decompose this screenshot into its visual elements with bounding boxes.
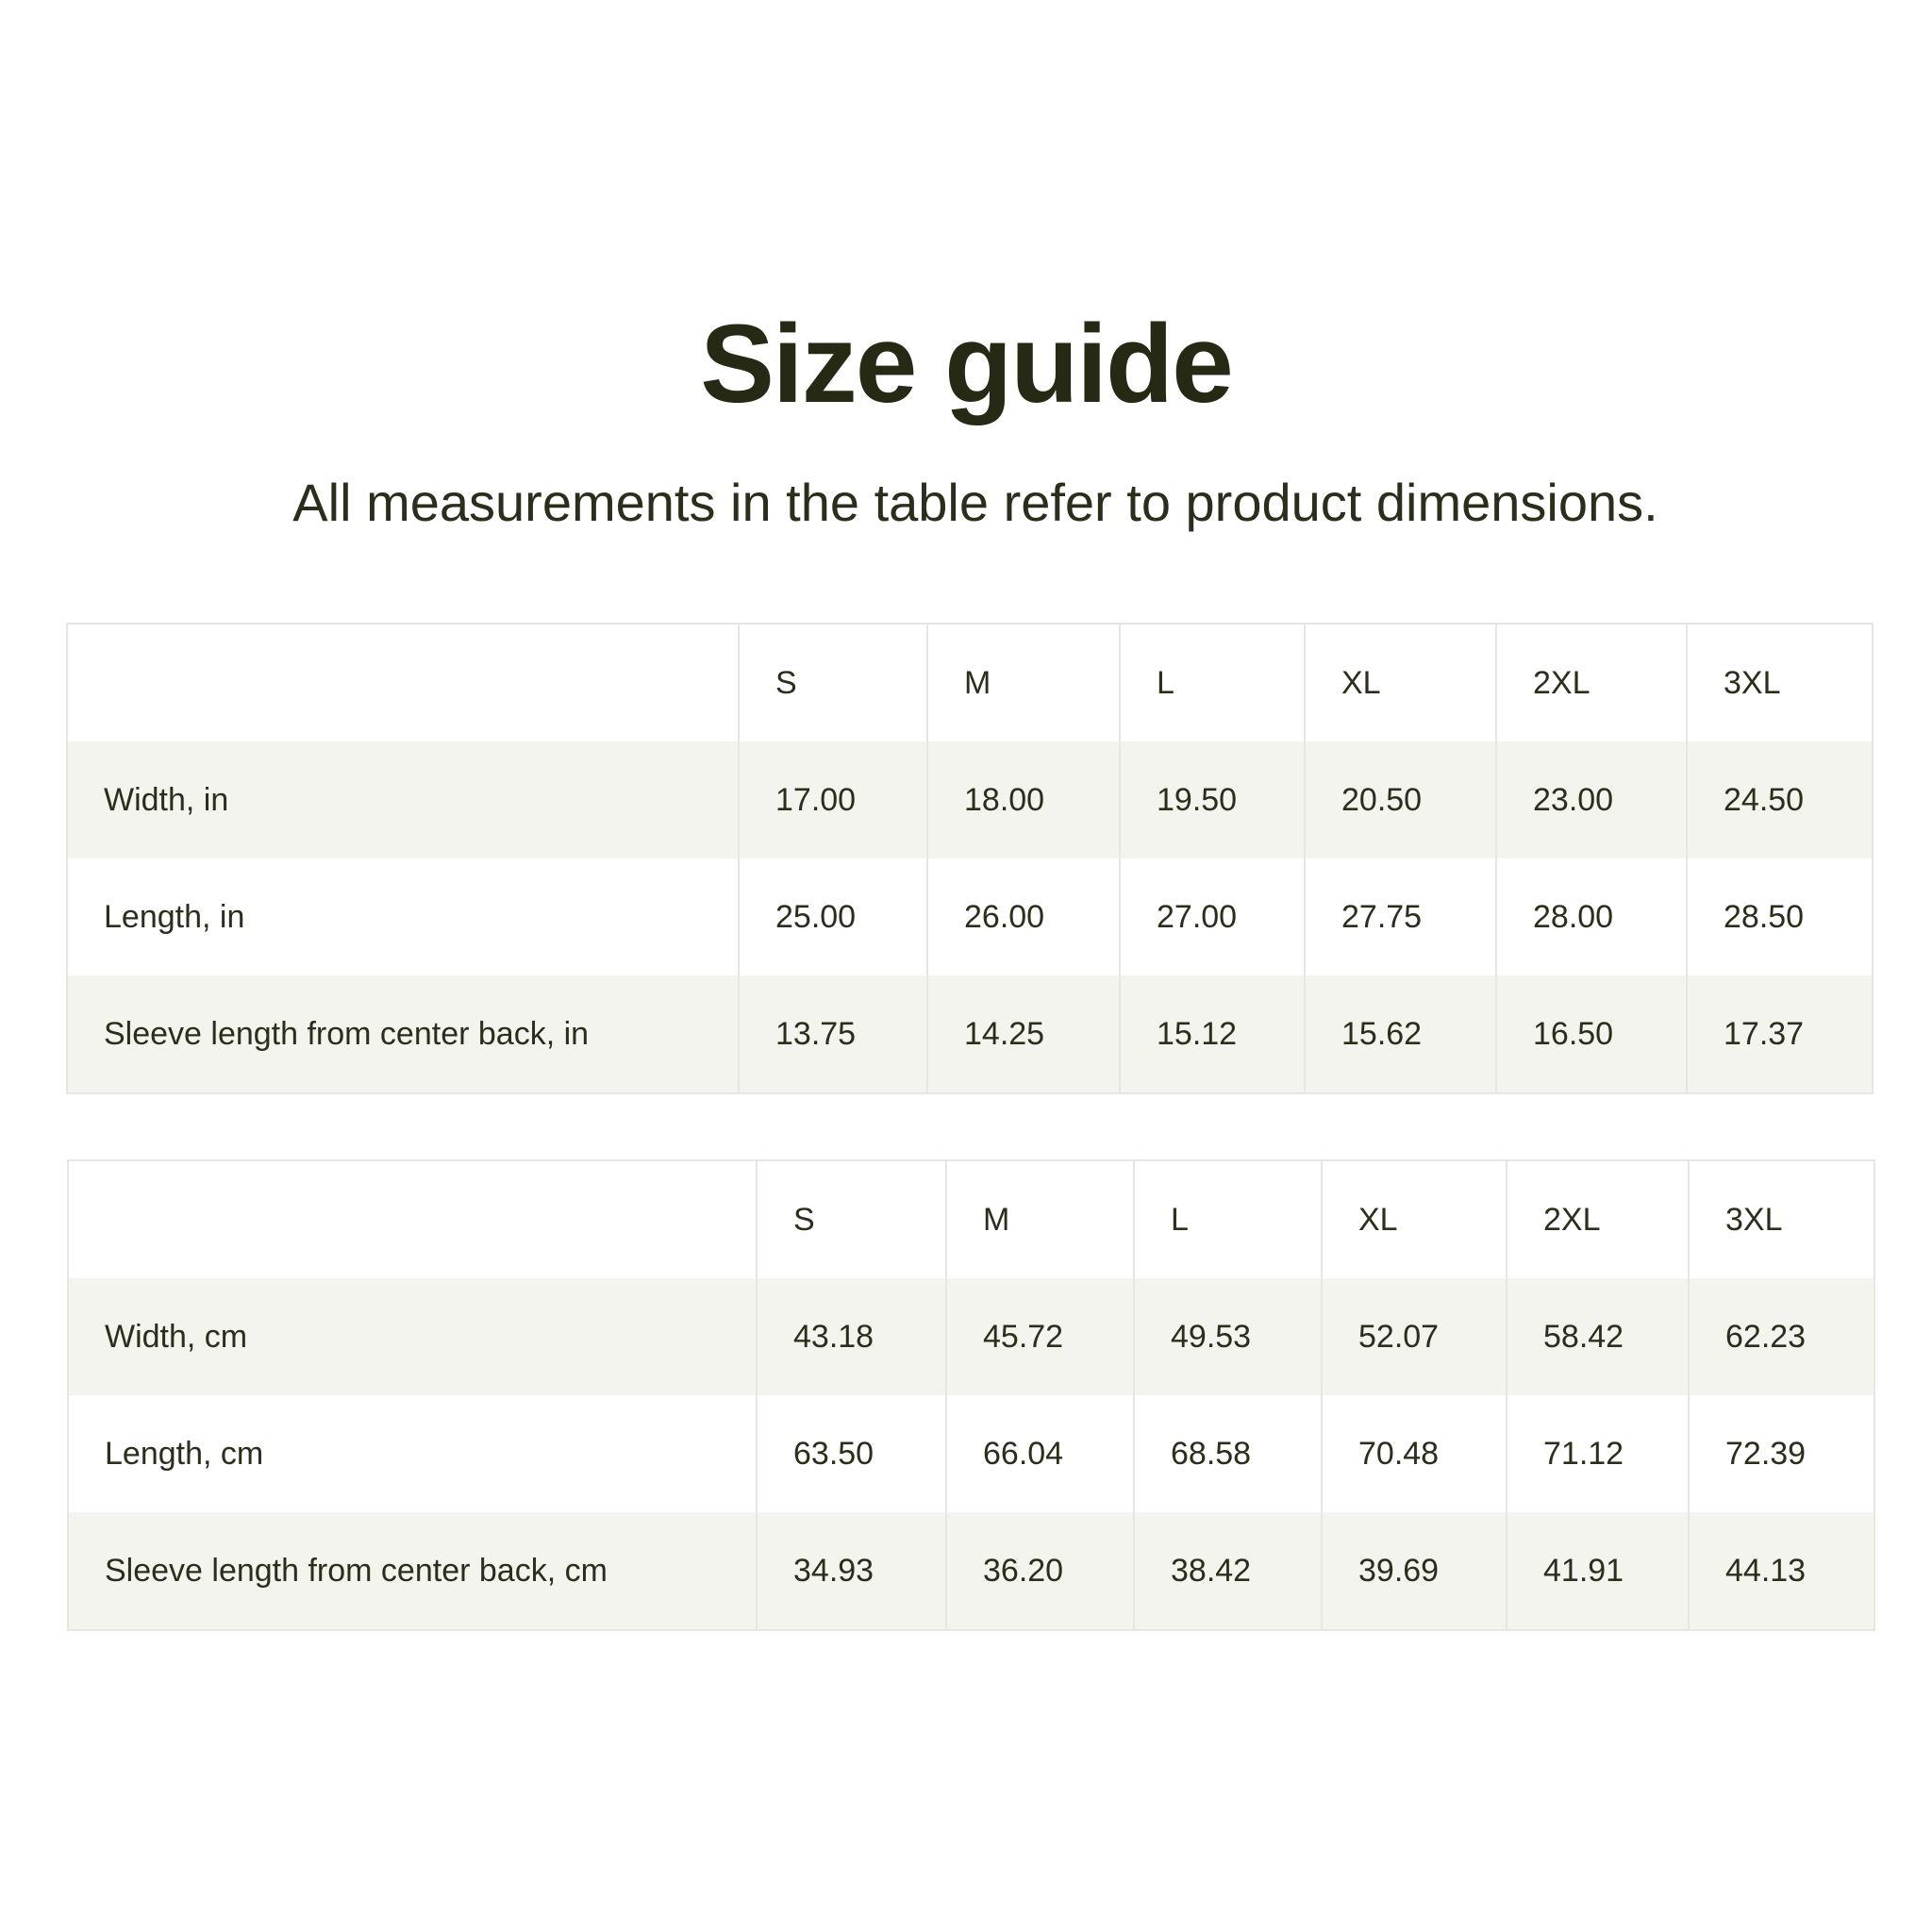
table-cell: 28.50 (1686, 858, 1873, 975)
table-cell: 26.00 (926, 858, 1120, 975)
table-cell: 49.53 (1133, 1278, 1322, 1395)
table-cell: 17.37 (1686, 975, 1873, 1093)
table-cell: 38.42 (1133, 1512, 1322, 1630)
header-cell: XL (1321, 1160, 1507, 1278)
row-label: Sleeve length from center back, in (67, 975, 739, 1093)
table-row: Length, in 25.00 26.00 27.00 27.75 28.00… (67, 858, 1873, 975)
table-cell: 18.00 (926, 741, 1120, 858)
size-table-inches: S M L XL 2XL 3XL Width, in 17.00 18.00 1… (66, 623, 1874, 1094)
table-cell: 23.00 (1495, 741, 1687, 858)
table-cell: 43.18 (756, 1278, 946, 1395)
table-row: Length, cm 63.50 66.04 68.58 70.48 71.12… (68, 1395, 1874, 1512)
header-cell: 3XL (1686, 624, 1873, 741)
table-cell: 71.12 (1506, 1395, 1689, 1512)
table-cell: 13.75 (738, 975, 927, 1093)
header-cell: M (945, 1160, 1134, 1278)
table-cell: 70.48 (1321, 1395, 1507, 1512)
header-cell: S (756, 1160, 946, 1278)
size-table-centimeters: S M L XL 2XL 3XL Width, cm 43.18 45.72 4… (67, 1159, 1875, 1631)
row-label: Width, cm (68, 1278, 757, 1395)
row-label: Sleeve length from center back, cm (68, 1512, 757, 1630)
table-row: Width, in 17.00 18.00 19.50 20.50 23.00 … (67, 741, 1873, 858)
row-label: Width, in (67, 741, 739, 858)
header-cell: M (926, 624, 1120, 741)
table-header-row: S M L XL 2XL 3XL (68, 1160, 1874, 1278)
table-header-row: S M L XL 2XL 3XL (67, 624, 1873, 741)
header-cell (68, 1160, 757, 1278)
header-cell: L (1133, 1160, 1322, 1278)
header-cell: 2XL (1495, 624, 1687, 741)
table-cell: 14.25 (926, 975, 1120, 1093)
page-subtitle: All measurements in the table refer to p… (292, 473, 1658, 532)
table-cell: 63.50 (756, 1395, 946, 1512)
table-row: Sleeve length from center back, cm 34.93… (68, 1512, 1874, 1630)
header-cell (67, 624, 739, 741)
table-cell: 28.00 (1495, 858, 1687, 975)
table-cell: 68.58 (1133, 1395, 1322, 1512)
table-cell: 62.23 (1688, 1278, 1874, 1395)
header-cell: S (738, 624, 927, 741)
table-cell: 25.00 (738, 858, 927, 975)
table-cell: 16.50 (1495, 975, 1687, 1093)
table-cell: 17.00 (738, 741, 927, 858)
header-cell: XL (1304, 624, 1496, 741)
table-cell: 36.20 (945, 1512, 1134, 1630)
table-cell: 27.75 (1304, 858, 1496, 975)
row-label: Length, cm (105, 1435, 264, 1472)
table-cell: 20.50 (1304, 741, 1496, 858)
table-cell: 41.91 (1506, 1512, 1689, 1630)
table-cell: 15.62 (1304, 975, 1496, 1093)
table-row: Width, cm 43.18 45.72 49.53 52.07 58.42 … (68, 1278, 1874, 1395)
table-cell: 19.50 (1119, 741, 1305, 858)
header-cell: 3XL (1688, 1160, 1874, 1278)
table-cell: 24.50 (1686, 741, 1873, 858)
table-cell: 34.93 (756, 1512, 946, 1630)
table-cell: 39.69 (1321, 1512, 1507, 1630)
table-cell: 58.42 (1506, 1278, 1689, 1395)
table-cell: 72.39 (1688, 1395, 1874, 1512)
table-cell: 66.04 (945, 1395, 1134, 1512)
table-cell: 44.13 (1688, 1512, 1874, 1630)
header-cell: 2XL (1506, 1160, 1689, 1278)
header-cell: L (1119, 624, 1305, 741)
table-cell: 52.07 (1321, 1278, 1507, 1395)
table-cell: 27.00 (1119, 858, 1305, 975)
row-label: Length, in (104, 898, 245, 935)
table-cell: 15.12 (1119, 975, 1305, 1093)
table-cell: 45.72 (945, 1278, 1134, 1395)
table-row: Sleeve length from center back, in 13.75… (67, 975, 1873, 1093)
page-title: Size guide (700, 302, 1234, 426)
